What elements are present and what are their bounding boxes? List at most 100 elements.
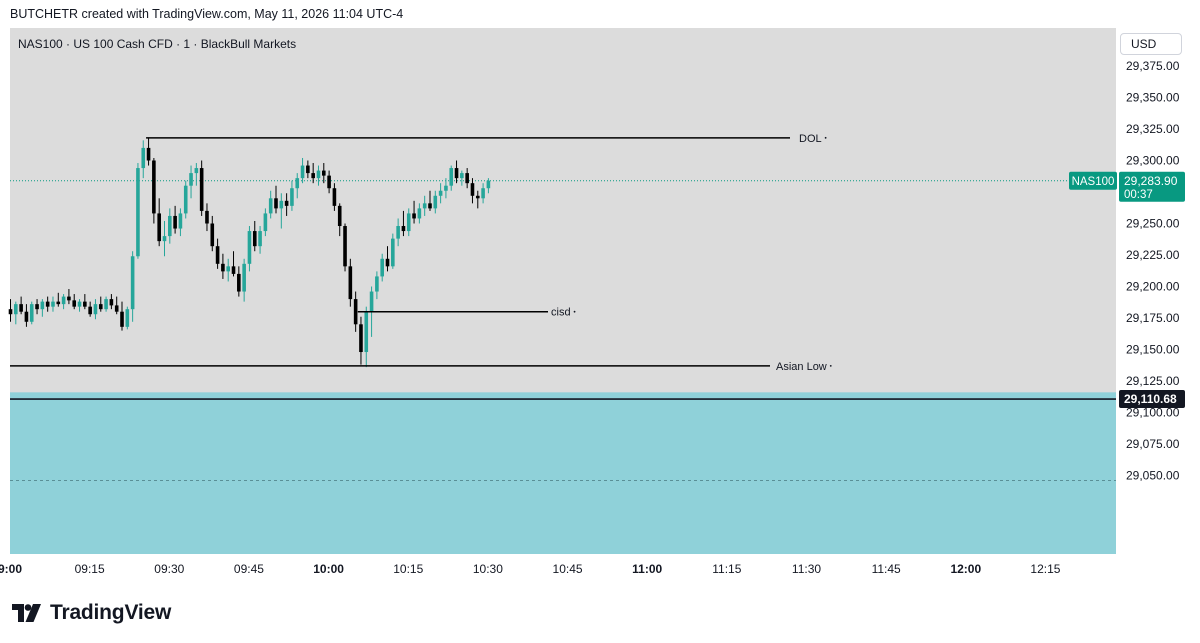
candle[interactable] [215,238,220,269]
candle[interactable] [364,306,369,368]
candle[interactable] [353,291,358,332]
candle[interactable] [67,289,71,305]
candle[interactable] [343,223,347,272]
candle[interactable] [35,299,39,315]
candle[interactable] [194,163,199,186]
candle[interactable] [237,266,241,297]
candle[interactable] [475,190,480,209]
candle[interactable] [401,210,406,237]
candle[interactable] [231,251,236,277]
candle[interactable] [375,271,379,300]
candle[interactable] [51,296,55,312]
candle[interactable] [380,253,384,282]
candle[interactable] [189,165,193,199]
candle[interactable] [433,190,438,214]
candle[interactable] [290,180,294,211]
candle[interactable] [337,203,342,237]
candle[interactable] [295,173,300,199]
candle[interactable] [396,218,400,247]
candle[interactable] [321,163,326,184]
tradingview-logo[interactable]: TradingView [12,600,171,626]
candle[interactable] [284,193,289,216]
candle[interactable] [114,296,119,315]
candle[interactable] [316,165,321,186]
candle[interactable] [125,306,130,330]
candle[interactable] [311,163,315,184]
candle[interactable] [72,294,77,310]
candle[interactable] [242,258,246,302]
candle[interactable] [359,316,363,365]
candle[interactable] [56,292,61,307]
candle[interactable] [391,233,395,269]
candle[interactable] [19,296,23,315]
level-price-tag[interactable]: 29,110.68 [1119,390,1185,409]
candle[interactable] [104,296,108,312]
candle[interactable] [279,193,284,229]
candle[interactable] [348,258,353,307]
candle[interactable] [406,208,411,237]
candle[interactable] [61,294,66,310]
candle[interactable] [465,168,469,189]
candle[interactable] [412,200,416,224]
demand-zone[interactable] [10,392,1116,554]
candle[interactable] [210,215,215,252]
candle[interactable] [268,190,273,219]
candle[interactable] [162,220,167,257]
symbol-info[interactable]: NAS100 · US 100 Cash CFD · 1 · BlackBull… [18,37,297,51]
candle[interactable] [449,165,454,191]
candle[interactable] [263,208,268,237]
candle[interactable] [157,198,161,247]
candle[interactable] [454,160,459,184]
candle[interactable] [83,294,87,310]
candle[interactable] [327,170,331,194]
candle[interactable] [77,299,82,312]
candle[interactable] [183,180,188,219]
candle[interactable] [109,294,114,310]
candle[interactable] [130,251,135,322]
candle[interactable] [146,137,151,166]
candle[interactable] [29,301,34,325]
candle[interactable] [417,203,422,224]
candle[interactable] [152,157,156,224]
candle[interactable] [45,296,50,312]
candle[interactable] [438,183,443,204]
candle[interactable] [258,226,262,254]
symbol-price-tag[interactable]: NAS100 [1069,171,1117,190]
candle[interactable] [40,299,45,317]
candle[interactable] [486,178,491,194]
candle[interactable] [247,226,252,272]
candle[interactable] [385,246,390,272]
candle[interactable] [173,205,177,234]
candle[interactable] [226,258,231,282]
candle[interactable] [221,253,225,279]
candle[interactable] [136,163,140,259]
candle[interactable] [199,160,204,216]
candle[interactable] [252,220,257,252]
candle[interactable] [428,190,432,211]
candle[interactable] [93,299,98,320]
candle[interactable] [8,299,13,322]
candle[interactable] [120,301,124,331]
candle[interactable] [168,208,172,244]
candle[interactable] [470,178,475,204]
candle[interactable] [422,195,427,216]
annotation-label-asian-low[interactable]: Asian Low [776,361,827,373]
candle[interactable] [460,170,464,186]
candle[interactable] [141,140,146,179]
candle[interactable] [178,208,183,237]
currency-button[interactable]: USD [1120,33,1182,55]
candle[interactable] [274,185,278,214]
candle[interactable] [24,304,29,327]
candle[interactable] [300,157,305,184]
annotation-label-dol[interactable]: DOL [799,133,822,145]
candle[interactable] [332,183,337,211]
candle[interactable] [205,203,209,232]
candle[interactable] [481,183,485,204]
candle[interactable] [98,296,103,312]
candle[interactable] [306,160,310,179]
candle[interactable] [444,178,448,199]
candle[interactable] [88,301,92,317]
annotation-label-cisd[interactable]: cisd [551,307,571,319]
